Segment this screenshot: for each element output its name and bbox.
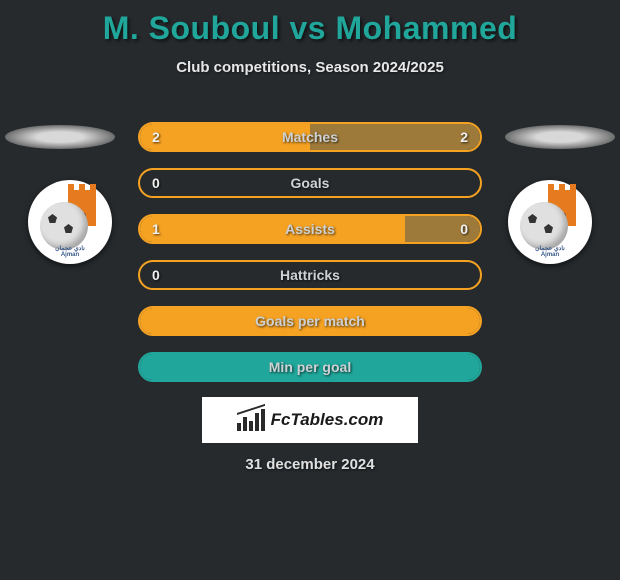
player-silhouette-left xyxy=(5,125,115,149)
comparison-title: M. Souboul vs Mohammed xyxy=(0,0,620,47)
stat-row: Goals per match xyxy=(138,306,482,336)
stat-label: Matches xyxy=(140,124,480,150)
stats-comparison-chart: Matches22Goals0Assists10Hattricks0Goals … xyxy=(138,122,482,398)
stat-label: Min per goal xyxy=(140,354,480,380)
stat-row: Min per goal xyxy=(138,352,482,382)
stat-row: Goals0 xyxy=(138,168,482,198)
stat-value-left: 0 xyxy=(152,170,160,196)
snapshot-date: 31 december 2024 xyxy=(0,456,620,473)
brand-chart-icon xyxy=(237,409,265,431)
stat-label: Goals per match xyxy=(140,308,480,334)
brand-text: FcTables.com xyxy=(271,410,384,430)
club-badge-left: نادي عجمانAjman xyxy=(28,180,112,264)
player-silhouette-right xyxy=(505,125,615,149)
stat-value-left: 2 xyxy=(152,124,160,150)
stat-label: Assists xyxy=(140,216,480,242)
brand-box: FcTables.com xyxy=(202,397,418,443)
stat-value-left: 1 xyxy=(152,216,160,242)
stat-value-right: 0 xyxy=(460,216,468,242)
stat-label: Goals xyxy=(140,170,480,196)
stat-label: Hattricks xyxy=(140,262,480,288)
badge-ball-icon xyxy=(40,202,88,250)
comparison-subtitle: Club competitions, Season 2024/2025 xyxy=(0,59,620,76)
stat-row: Matches2 2 xyxy=(138,122,482,152)
stat-value-right: 2 xyxy=(460,124,468,150)
stat-row: Assists1 0 xyxy=(138,214,482,244)
stat-value-left: 0 xyxy=(152,262,160,288)
badge-ball-icon xyxy=(520,202,568,250)
stat-row: Hattricks0 xyxy=(138,260,482,290)
badge-text: نادي عجمانAjman xyxy=(516,246,584,258)
club-badge-right: نادي عجمانAjman xyxy=(508,180,592,264)
badge-text: نادي عجمانAjman xyxy=(36,246,104,258)
